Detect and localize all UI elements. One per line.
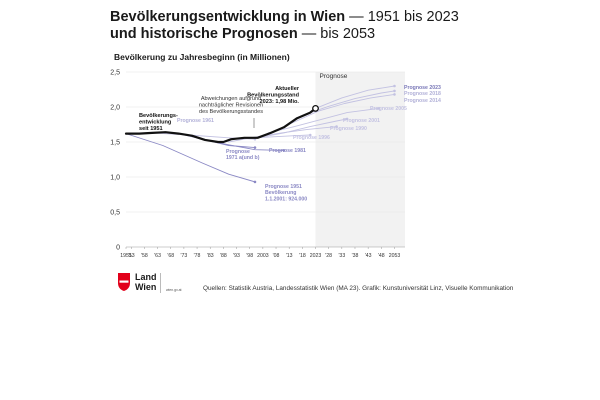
title-line-2-rest: — bis 2053	[297, 26, 376, 42]
series-line-forecast	[125, 133, 256, 183]
annotation-p1996: Prognose 1996	[293, 135, 330, 141]
series-line-actual	[124, 107, 317, 144]
current-population-point	[312, 104, 319, 112]
title-line-2: und historische Prognosen — bis 2053	[110, 26, 459, 43]
x-tick-label: '98	[246, 253, 253, 259]
sources-note: Quellen: Statistik Austria, Landesstatis…	[203, 285, 514, 292]
chart-title: Bevölkerungsentwicklung in Wien — 1951 b…	[110, 9, 459, 43]
series-line-forecast	[301, 90, 395, 116]
x-tick-label: '28	[325, 253, 332, 259]
y-tick-label: 2,5	[110, 70, 120, 77]
x-tick-label: '73	[181, 253, 188, 259]
annotation-actual: entwicklung	[139, 120, 172, 126]
x-tick-label: 1951	[120, 253, 132, 259]
x-tick-label: '53	[128, 253, 135, 259]
x-tick-label: '78	[194, 253, 201, 259]
annotation-revision: Abweichungen aufgrund	[201, 96, 261, 102]
forecast-region	[315, 72, 405, 247]
annotation-p2005: Prognose 2005	[370, 106, 407, 112]
x-tick-label: '63	[154, 253, 161, 259]
vienna-coat-of-arms-icon	[118, 273, 130, 291]
x-tick-label: 2053	[389, 253, 401, 259]
y-axis-label: Bevölkerung zu Jahresbeginn (in Millione…	[114, 52, 290, 62]
x-tick-label: '48	[378, 253, 385, 259]
annotation-current: Aktueller	[275, 86, 300, 92]
x-tick-label: '13	[286, 253, 293, 259]
annotation-current: 2023: 1,98 Mio.	[260, 99, 300, 105]
annotation-p2018: Prognose 2018	[404, 91, 441, 97]
annotation-p1971: 1971 a(und b)	[226, 155, 260, 161]
x-tick-label: '88	[220, 253, 227, 259]
annotation-actual: Bevölkerungs-	[139, 113, 178, 119]
x-tick-label: '58	[141, 253, 148, 259]
x-tick-label: 2023	[310, 253, 322, 259]
annotation-p1961: Prognose 1961	[177, 118, 214, 124]
series-end-point	[253, 180, 257, 184]
logo-line-land: Land	[135, 272, 157, 282]
annotation-revision: nachträglicher Revisionen	[199, 103, 263, 109]
y-tick-label: 1,0	[110, 175, 120, 182]
series-line-forecast	[267, 107, 380, 134]
x-tick-label: 2003	[257, 253, 269, 259]
y-tick-label: 0,5	[110, 210, 120, 217]
x-tick-label: '93	[233, 253, 240, 259]
series-end-point	[345, 117, 349, 121]
footer-divider	[160, 273, 161, 293]
x-tick-label: '38	[352, 253, 359, 259]
annotation-p1951: Prognose 1951	[265, 184, 302, 190]
series-end-point	[393, 89, 396, 93]
series-end-point	[253, 146, 257, 149]
annotation-p1951: Bevölkerung	[265, 190, 296, 196]
y-tick-label: 2,0	[110, 105, 120, 112]
title-line-1-rest: — 1951 bis 2023	[345, 9, 459, 25]
series-end-point	[282, 149, 286, 152]
annotation-p1990: Prognose 1990	[330, 126, 367, 132]
series-end-point	[393, 84, 396, 88]
series-end-point	[393, 93, 396, 96]
x-tick-label: '08	[273, 253, 280, 259]
series-end-point	[335, 125, 338, 128]
x-tick-label: '43	[365, 253, 372, 259]
title-line-2-bold: und historische Prognosen	[110, 26, 298, 42]
annotation-actual: seit 1951	[139, 126, 163, 132]
logo-url: wien.gv.at	[166, 288, 182, 292]
y-tick-label: 1,5	[110, 140, 120, 147]
x-tick-label: '83	[207, 253, 214, 259]
series-line-forecast	[257, 118, 348, 139]
annotation-p2014: Prognose 2014	[404, 98, 441, 104]
annotation-revision: des Bevölkerungsstandes	[199, 109, 263, 115]
annotation-p2023: Prognose 2023	[404, 85, 441, 91]
series-end-point	[377, 107, 380, 110]
series-line-forecast	[291, 93, 395, 124]
logo-wordmark: Land Wien	[135, 272, 157, 292]
x-tick-label: '33	[338, 253, 345, 259]
annotation-current: Bevölkerungsstand	[247, 93, 299, 99]
annotation-p1981: Prognose 1981	[269, 148, 306, 154]
title-line-1: Bevölkerungsentwicklung in Wien — 1951 b…	[110, 9, 459, 26]
forecast-region-label: Prognose	[320, 73, 348, 80]
series-line-forecast	[315, 85, 395, 109]
annotation-p1971: Prognose	[226, 149, 250, 155]
logo-line-wien: Wien	[135, 282, 157, 292]
title-line-1-bold: Bevölkerungsentwicklung in Wien	[110, 9, 346, 25]
y-tick-label: 0	[116, 245, 120, 252]
annotation-p1951: 1.1.2001: 924.000	[265, 196, 307, 202]
x-tick-label: '68	[167, 253, 174, 259]
annotation-p2001: Prognose 2001	[343, 118, 380, 124]
x-tick-label: '18	[299, 253, 306, 259]
series-end-point	[308, 133, 312, 137]
